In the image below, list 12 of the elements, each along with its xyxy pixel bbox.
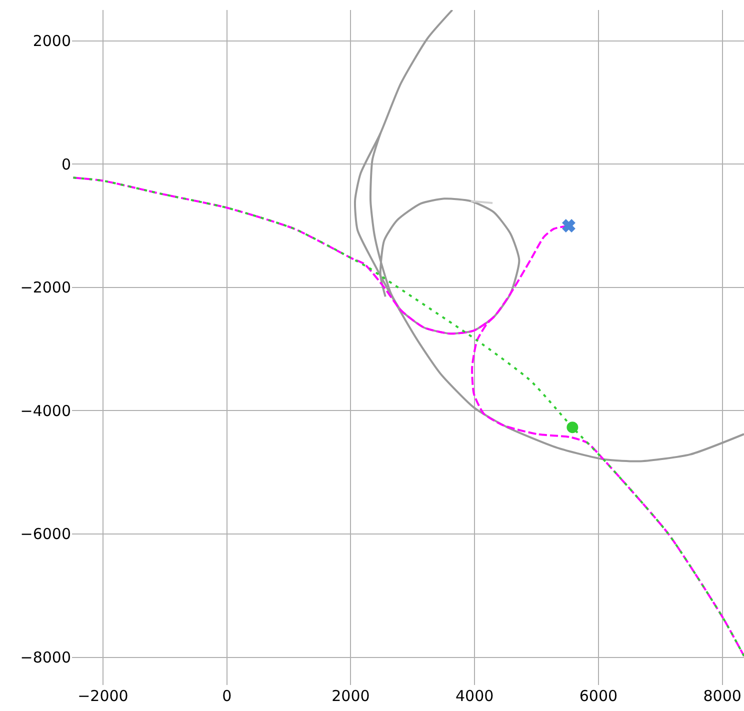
y-tick-label: 0 (61, 155, 71, 174)
x-tick-label: 4000 (455, 687, 494, 705)
y-tick-label: 2000 (32, 32, 71, 50)
x-tick-label: 0 (222, 687, 232, 705)
x-tick-label: −2000 (78, 687, 128, 705)
y-tick-label: −4000 (20, 402, 71, 420)
x-tick-label: 6000 (579, 687, 618, 705)
y-tick-label: −6000 (20, 525, 71, 544)
x-tick-label: 2000 (332, 687, 370, 705)
y-tick-label: −8000 (20, 648, 71, 667)
y-tick-label: −2000 (20, 278, 71, 297)
x-tick-label: 8000 (703, 687, 742, 705)
